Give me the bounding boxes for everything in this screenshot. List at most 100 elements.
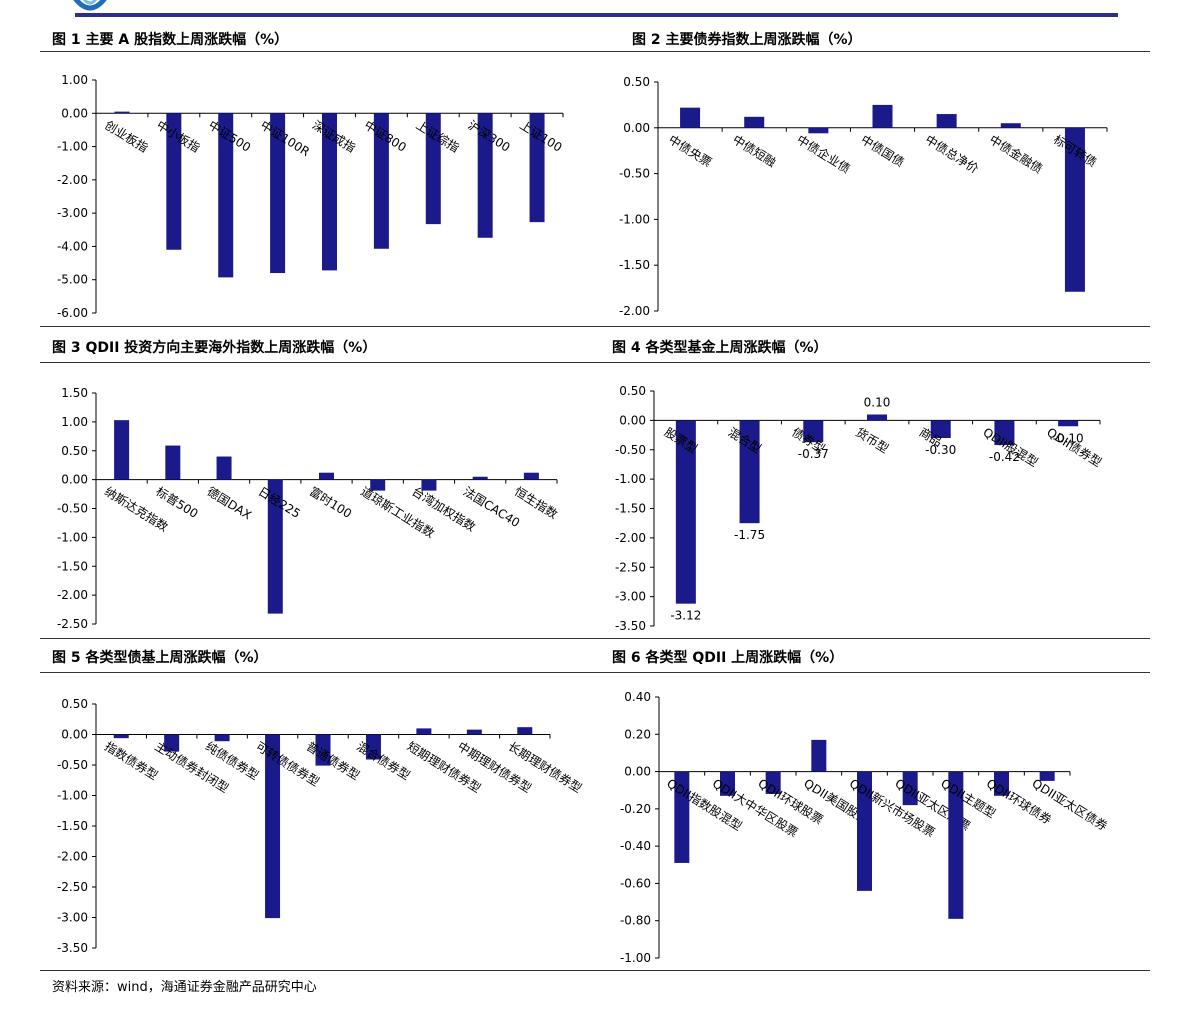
data-label: -0.10 — [1053, 431, 1084, 445]
bar-商品 — [930, 420, 951, 438]
y-tick-label: -0.20 — [620, 802, 651, 816]
header-divider — [75, 13, 1118, 17]
y-tick-label: -2.00 — [57, 588, 88, 602]
bar-上证综指 — [425, 113, 441, 225]
y-tick-label: 0.50 — [61, 444, 88, 458]
bar-中债企业债 — [808, 127, 829, 134]
y-tick-label: -4.00 — [57, 239, 88, 253]
category-label: 中债短融 — [730, 132, 779, 170]
chart-5-plot: 0.50 0.00 -0.50 -1.00 -1.50 -2.00 -2.50 -3.00 -3… — [57, 697, 585, 955]
category-label: 中债国债 — [858, 132, 907, 170]
bar-中债短融 — [744, 116, 765, 128]
bar-混合型 — [739, 420, 760, 524]
chart-6-title: 图 6 各类型 QDII 上周涨跌幅（%） — [612, 650, 844, 666]
y-tick-label: 1.00 — [61, 415, 88, 429]
bar-QDII环球股票 — [765, 771, 781, 794]
y-tick-label: 0.20 — [624, 727, 651, 741]
y-tick-label: -3.00 — [57, 206, 88, 220]
bar-QDII亚太区股票 — [902, 771, 918, 806]
y-tick-label: -3.50 — [57, 941, 88, 955]
data-label: -0.42 — [989, 450, 1020, 464]
section-rule — [40, 970, 1150, 971]
y-tick-label: -2.00 — [619, 304, 650, 318]
y-tick-label: -2.50 — [57, 617, 88, 631]
bar-德国DAX — [216, 456, 232, 480]
y-tick-label: -1.50 — [57, 819, 88, 833]
y-tick-label: 0.00 — [623, 121, 650, 135]
bar-QDII股混型 — [994, 420, 1015, 446]
bar-长期理财债券型 — [517, 727, 533, 735]
category-label: 中债央票 — [666, 132, 715, 170]
y-tick-label: -6.00 — [57, 306, 88, 320]
category-label: 德国DAX — [205, 483, 255, 522]
category-label: 中证100R — [258, 117, 313, 159]
bar-沪深300 — [477, 113, 493, 238]
bar-纳斯达克指数 — [114, 420, 130, 480]
report-header — [0, 0, 1191, 22]
bar-中债总净价 — [936, 114, 957, 128]
y-tick-label: -0.80 — [620, 914, 651, 928]
bar-混合债券型 — [365, 734, 381, 760]
bar-标可转债 — [1064, 127, 1085, 292]
bar-QDII主题型 — [948, 771, 964, 919]
section-rule — [40, 672, 1150, 673]
category-label: 富时100 — [307, 483, 355, 521]
category-label: 货币型 — [853, 424, 891, 456]
y-tick-label: -1.00 — [57, 140, 88, 154]
section-rule — [40, 326, 1150, 327]
y-tick-label: -0.40 — [620, 839, 651, 853]
bar-中债金融债 — [1000, 123, 1021, 128]
y-tick-label: -1.00 — [619, 212, 650, 226]
y-tick-label: -2.50 — [57, 880, 88, 894]
bar-道琼斯工业指数 — [370, 479, 386, 491]
category-label: 创业板指 — [102, 117, 151, 155]
bar-短期理财债券型 — [416, 728, 432, 735]
bar-恒生指数 — [523, 472, 539, 480]
bar-中期理财债券型 — [466, 729, 482, 735]
bar-中债国债 — [872, 104, 893, 128]
bar-上证100 — [529, 113, 545, 223]
y-tick-label: -3.00 — [615, 590, 646, 604]
bar-纯债债券型 — [214, 734, 230, 742]
bar-QDII债券型 — [1058, 420, 1079, 427]
chart-6-plot: 0.40 0.20 0.00 -0.20 -0.40 -0.60 -0.80 -1.00 QDI… — [620, 690, 1110, 965]
y-tick-label: -2.50 — [615, 560, 646, 574]
category-label: 混合债券型 — [354, 738, 413, 783]
chart-4-title: 图 4 各类型基金上周涨跌幅（%） — [612, 340, 828, 356]
y-tick-label: -2.00 — [615, 531, 646, 545]
bar-标普500 — [165, 445, 181, 480]
bar-指数债券型 — [113, 734, 129, 739]
bar-日经225 — [267, 479, 283, 614]
category-label: 指数债券型 — [102, 738, 161, 783]
chart-1-title: 图 1 主要 A 股指数上周涨跌幅（%） — [52, 32, 289, 48]
company-logo-icon — [73, 0, 107, 11]
y-tick-label: -3.50 — [615, 619, 646, 633]
chart-2-plot: 0.50 0.00 -0.50 -1.00 -1.50 -2.00 中债央票 中债短融 中债企业… — [619, 75, 1108, 318]
y-tick-label: -1.50 — [615, 502, 646, 516]
bar-可转债债券型 — [265, 734, 281, 919]
chart-3-title: 图 3 QDII 投资方向主要海外指数上周涨跌幅（%） — [52, 340, 377, 356]
y-tick-label: 0.00 — [61, 106, 88, 120]
data-label: -0.37 — [798, 447, 829, 461]
y-tick-label: 1.50 — [61, 386, 88, 400]
y-tick-label: -0.50 — [615, 443, 646, 457]
y-tick-label: -2.00 — [57, 850, 88, 864]
y-tick-label: 1.00 — [61, 73, 88, 87]
y-tick-label: -5.00 — [57, 273, 88, 287]
chart-2-title: 图 2 主要债券指数上周涨跌幅（%） — [632, 32, 862, 48]
y-tick-label: -1.00 — [620, 951, 651, 965]
bar-中小板指 — [166, 113, 182, 250]
y-tick-label: 0.50 — [623, 75, 650, 89]
y-tick-label: -0.50 — [57, 502, 88, 516]
bar-QDII指数股混型 — [674, 771, 690, 863]
bar-QDII新兴市场股票 — [857, 771, 872, 891]
chart-5-title: 图 5 各类型债基上周涨跌幅（%） — [52, 650, 268, 666]
section-rule — [40, 362, 1150, 363]
category-label: 中债企业债 — [794, 132, 853, 177]
data-label: 0.10 — [864, 396, 891, 410]
chart-3-plot: 1.50 1.00 0.50 0.00 -0.50 -1.00 -1.50 -2.00 -2.5… — [57, 386, 561, 631]
y-tick-label: 0.00 — [61, 728, 88, 742]
data-label: -1.75 — [734, 528, 765, 542]
y-tick-label: -0.60 — [620, 876, 651, 890]
